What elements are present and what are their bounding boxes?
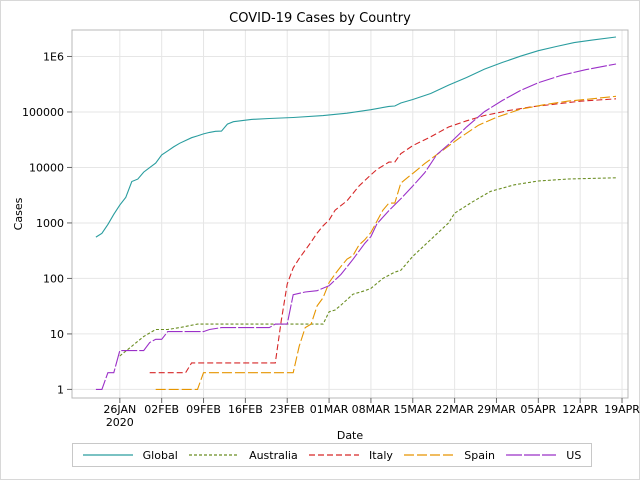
x-axis-title: Date [337, 429, 364, 442]
series-lines [95, 36, 617, 390]
legend-label: US [566, 448, 582, 462]
x-tick-label: 02FEB [144, 403, 179, 416]
legend-swatch [82, 454, 133, 456]
y-tick-label: 1 [57, 383, 64, 396]
legend-item-global: Global [82, 448, 178, 462]
legend-swatch [506, 454, 557, 456]
x-tick-sublabel: 2020 [106, 416, 134, 429]
legend-label: Australia [249, 448, 298, 462]
legend-item-australia: Australia [189, 449, 298, 462]
x-tick-label: 29MAR [477, 403, 516, 416]
legend-swatch [309, 454, 360, 456]
x-tick-label: 05APR [520, 403, 556, 416]
x-tick-label: 08MAR [352, 403, 391, 416]
legend-label: Global [142, 448, 178, 462]
x-tick-label: 23FEB [270, 403, 305, 416]
legend-item-italy: Italy [309, 449, 393, 462]
x-tick-label: 16FEB [228, 403, 263, 416]
y-tick-label: 100000 [22, 106, 64, 119]
grid [72, 30, 628, 398]
y-axis-title: Cases [12, 197, 25, 230]
x-tick-label: 12APR [562, 403, 598, 416]
plot-border [71, 29, 629, 399]
series-line-italy [149, 98, 617, 374]
legend-item-us: US [506, 449, 581, 462]
legend-label: Italy [369, 448, 393, 462]
series-line-australia [119, 177, 617, 357]
x-tick-label: 22MAR [435, 403, 474, 416]
legend-swatch [404, 454, 455, 456]
x-tick-label: 26JAN [103, 403, 136, 416]
x-tick-label: 01MAR [310, 403, 349, 416]
series-line-global [95, 36, 617, 238]
legend-swatch [189, 454, 240, 456]
series-line-us [95, 63, 617, 390]
x-tick-label: 15MAR [393, 403, 432, 416]
y-tick-label: 1E6 [43, 50, 64, 63]
y-tick-label: 10000 [29, 161, 64, 174]
series-line-spain [155, 95, 617, 390]
legend-label: Spain [464, 448, 495, 462]
legend-item-spain: Spain [404, 449, 495, 462]
y-tick-label: 10 [50, 328, 64, 341]
chart-title: COVID-19 Cases by Country [229, 11, 411, 26]
x-tick-label: 19APR [604, 403, 640, 416]
y-tick-label: 100 [43, 272, 64, 285]
y-tick-label: 1000 [36, 217, 64, 230]
x-tick-label: 09FEB [186, 403, 221, 416]
legend: Global Australia Italy Spain US [72, 443, 592, 467]
